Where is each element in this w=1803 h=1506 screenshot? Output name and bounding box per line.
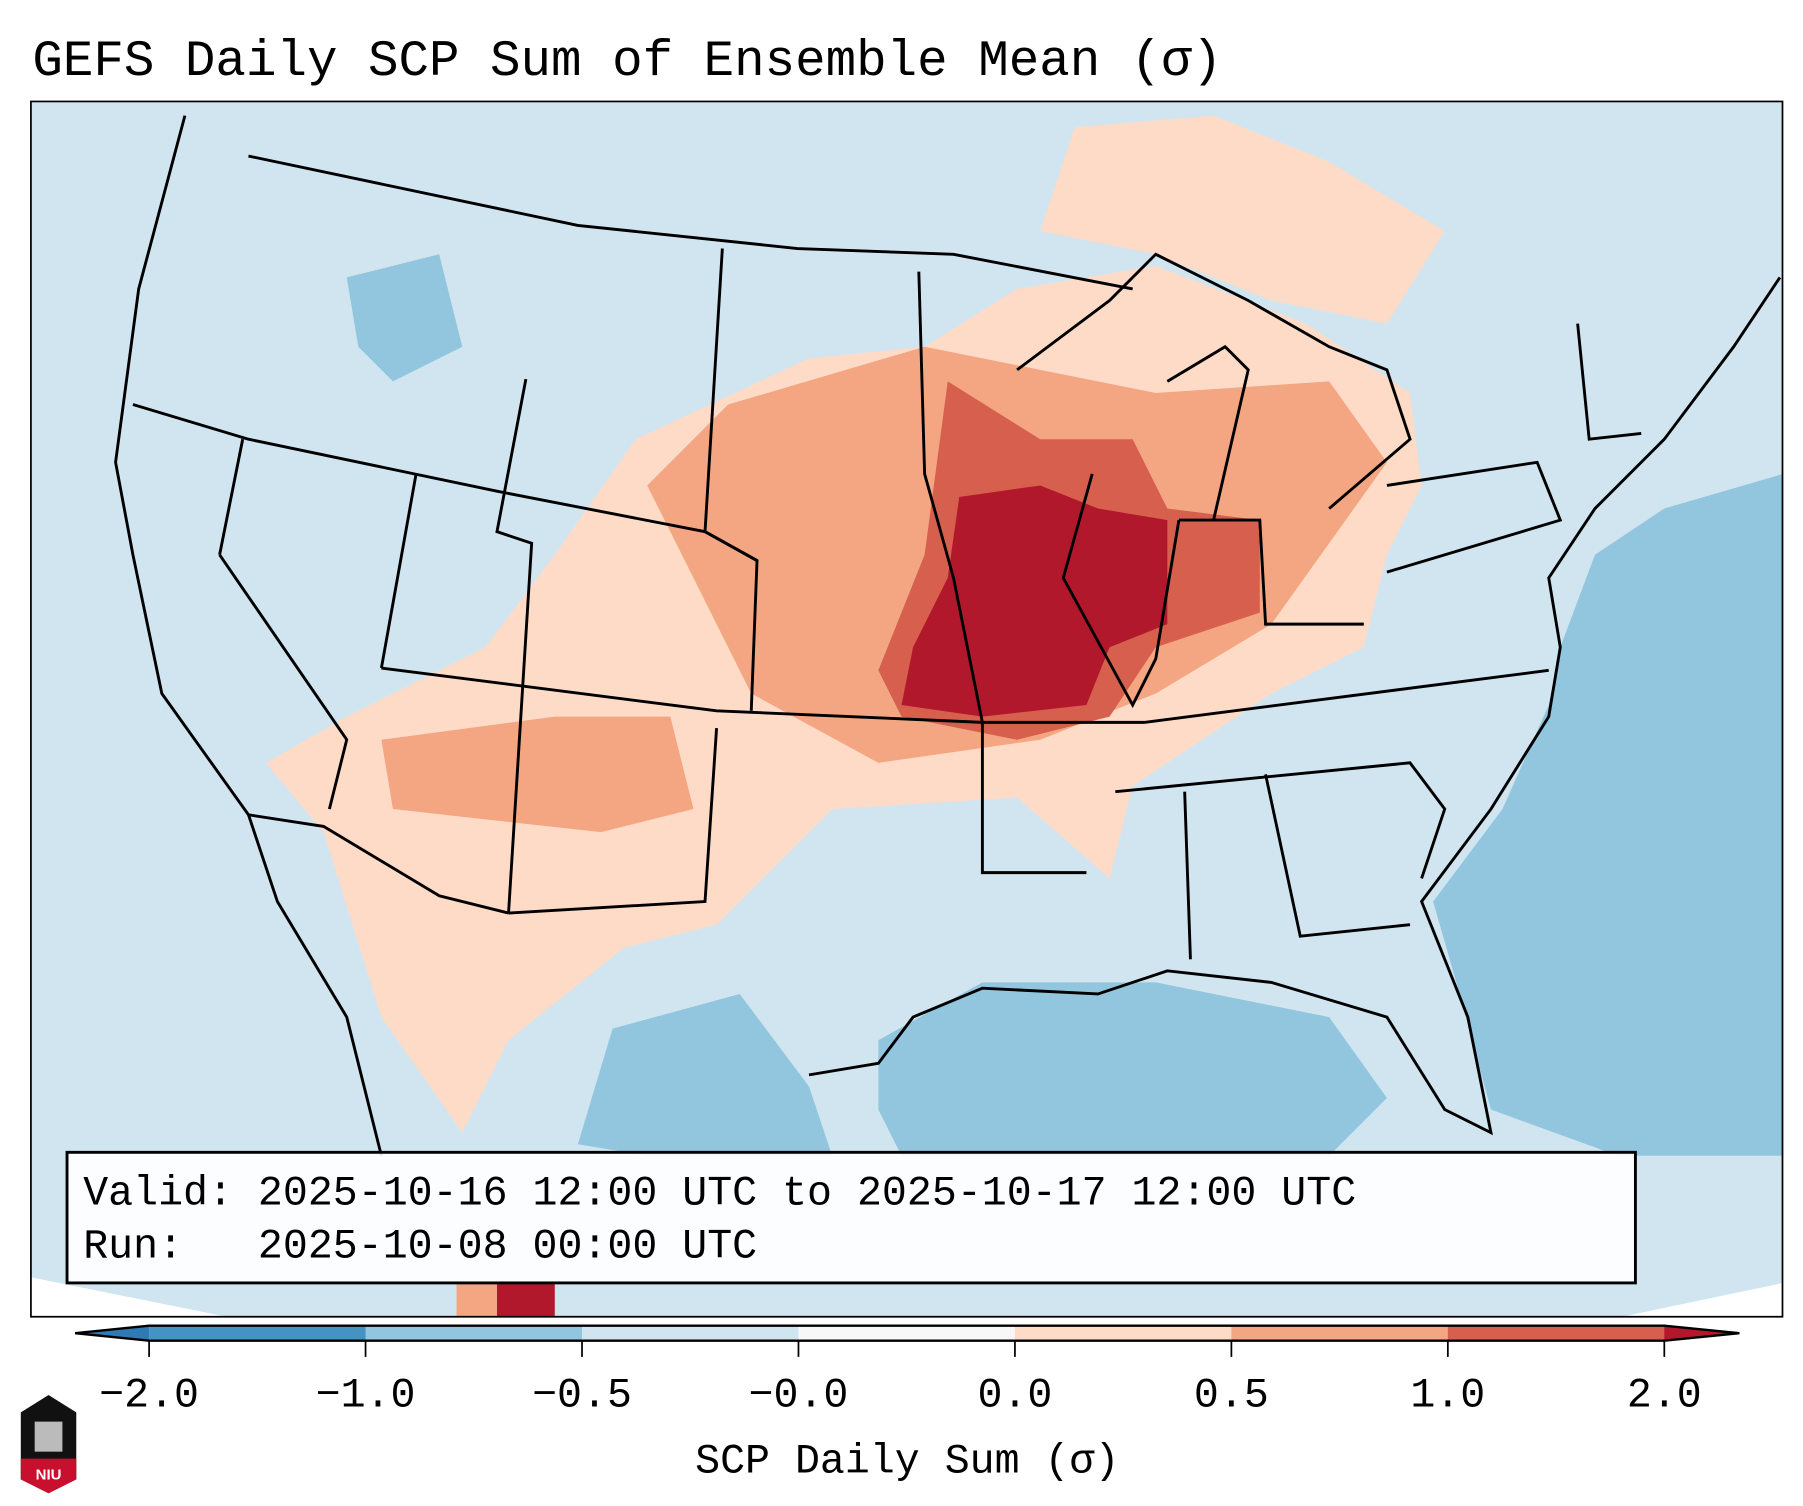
colorbar-segment [1014, 1325, 1232, 1341]
colorbar-extend-high [1664, 1325, 1740, 1341]
field-extreme-positive-mexico [496, 1282, 555, 1318]
colorbar-segment [798, 1325, 1016, 1341]
colorbar-extend-low [75, 1325, 150, 1341]
colorbar-label: SCP Daily Sum (σ) [695, 1438, 1119, 1485]
field-light-positive-ne [1040, 115, 1445, 324]
colorbar: −2.0 −1.0 −0.5 −0.0 0.0 0.5 1.0 2.0 [75, 1324, 1740, 1420]
colorbar-tick-label: 0.0 [977, 1373, 1052, 1420]
colorbar-tick-label: −2.0 [99, 1373, 199, 1420]
colorbar-tick-label: 2.0 [1627, 1373, 1702, 1420]
colorbar-segment [1447, 1325, 1665, 1341]
colorbar-tick-label: 1.0 [1410, 1373, 1485, 1420]
valid-time-text: Valid: 2025-10-16 12:00 UTC to 2025-10-1… [83, 1170, 1356, 1217]
colorbar-tick-label: −0.0 [749, 1373, 849, 1420]
colorbar-tick-label: −0.5 [532, 1373, 632, 1420]
map [30, 100, 1784, 1318]
field-nw-negative [346, 254, 463, 382]
colorbar-segment [149, 1325, 367, 1341]
colorbar-tick-label: −1.0 [316, 1373, 416, 1420]
field-extreme-positive [901, 485, 1168, 717]
svg-text:NIU: NIU [36, 1466, 62, 1483]
run-time-text: Run: 2025-10-08 00:00 UTC [83, 1223, 757, 1270]
niu-logo: NIU [20, 1395, 77, 1494]
colorbar-tick-label: 0.5 [1194, 1373, 1269, 1420]
state-borders [132, 154, 1642, 960]
field-mexico-negative [577, 993, 833, 1156]
chart-title: GEFS Daily SCP Sum of Ensemble Mean (σ) [32, 34, 1222, 91]
outside-projection-right [1618, 1282, 1784, 1318]
colorbar-segment [365, 1325, 583, 1341]
info-box: Valid: 2025-10-16 12:00 UTC to 2025-10-1… [65, 1150, 1637, 1285]
field-atlantic-negative [1433, 473, 1784, 1156]
colorbar-segment [1231, 1325, 1449, 1341]
coastlines [114, 115, 1782, 1157]
colorbar-segment [582, 1325, 800, 1341]
field-moderate-positive-sw [381, 716, 694, 833]
field-gulf-negative [878, 982, 1387, 1156]
